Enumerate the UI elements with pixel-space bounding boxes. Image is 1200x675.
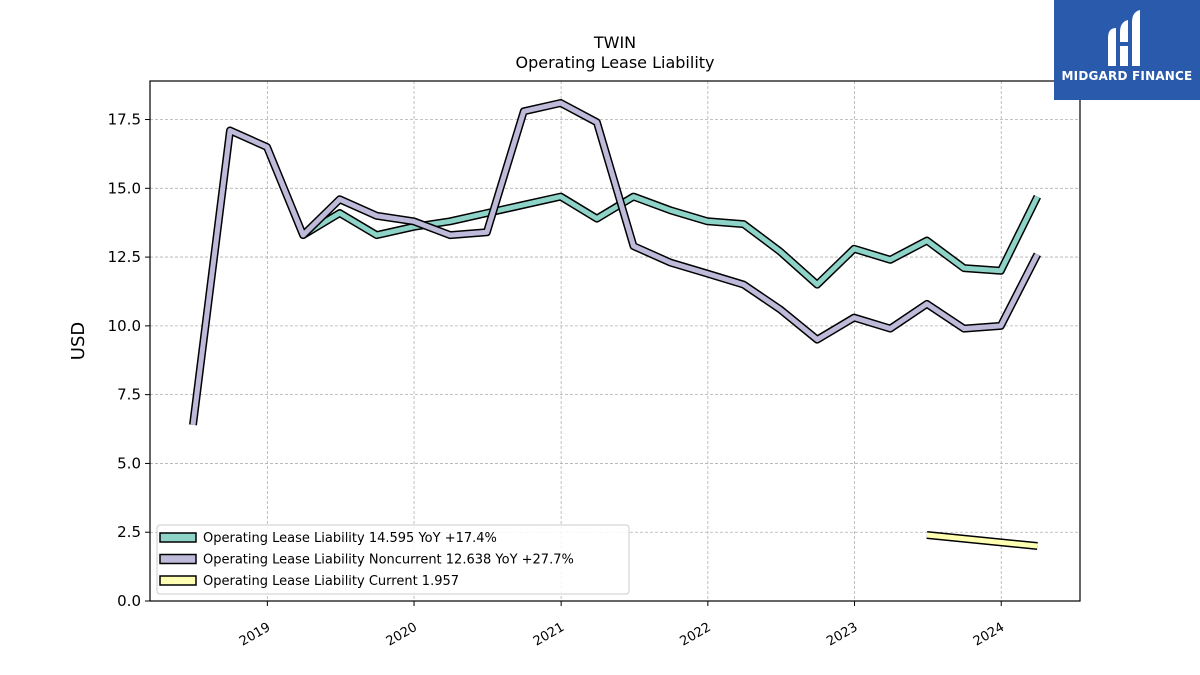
x-tick-label: 2019 (237, 620, 273, 650)
y-tick-label: 2.5 (117, 523, 141, 541)
y-tick-label: 10.0 (108, 317, 141, 335)
y-tick-label: 0.0 (117, 592, 141, 610)
y-tick-label: 7.5 (117, 386, 141, 404)
operating-lease-liability-line (301, 194, 1040, 288)
legend-box (156, 524, 630, 595)
operating-lease-liability-current-line (926, 532, 1038, 549)
legend-swatch (159, 575, 197, 586)
y-tick-label: 5.0 (117, 454, 141, 472)
legend-label: Operating Lease Liability Current 1.957 (203, 574, 459, 589)
legend: Operating Lease Liability 14.595 YoY +17… (156, 524, 630, 595)
x-tick-label: 2022 (678, 620, 714, 650)
chart-title: TWIN (593, 33, 636, 52)
brand-name: MIDGARD FINANCE (1061, 69, 1193, 83)
x-tick-label: 2021 (531, 620, 567, 650)
legend-swatch (159, 532, 197, 543)
y-axis-label: USD (68, 322, 89, 360)
legend-label: Operating Lease Liability Noncurrent 12.… (203, 553, 574, 568)
y-tick-label: 12.5 (108, 248, 141, 266)
brand-logo: MIDGARD FINANCE (1054, 0, 1200, 100)
series-lines (189, 99, 1041, 550)
brand-mark-icon (1108, 10, 1140, 66)
operating-lease-liability-noncurrent-outline (189, 99, 1041, 426)
legend-swatch (159, 553, 197, 565)
legend-label: Operating Lease Liability 14.595 YoY +17… (203, 531, 497, 546)
y-tick-label: 17.5 (108, 111, 141, 129)
y-tick-label: 15.0 (108, 179, 141, 197)
grid (150, 81, 1080, 602)
operating-lease-liability-noncurrent-line (190, 100, 1040, 426)
x-tick-label: 2020 (384, 620, 420, 650)
chart-subtitle: Operating Lease Liability (515, 53, 714, 72)
plot-frame (149, 80, 1081, 602)
x-tick-label: 2023 (824, 620, 860, 650)
x-tick-label: 2024 (971, 620, 1007, 650)
